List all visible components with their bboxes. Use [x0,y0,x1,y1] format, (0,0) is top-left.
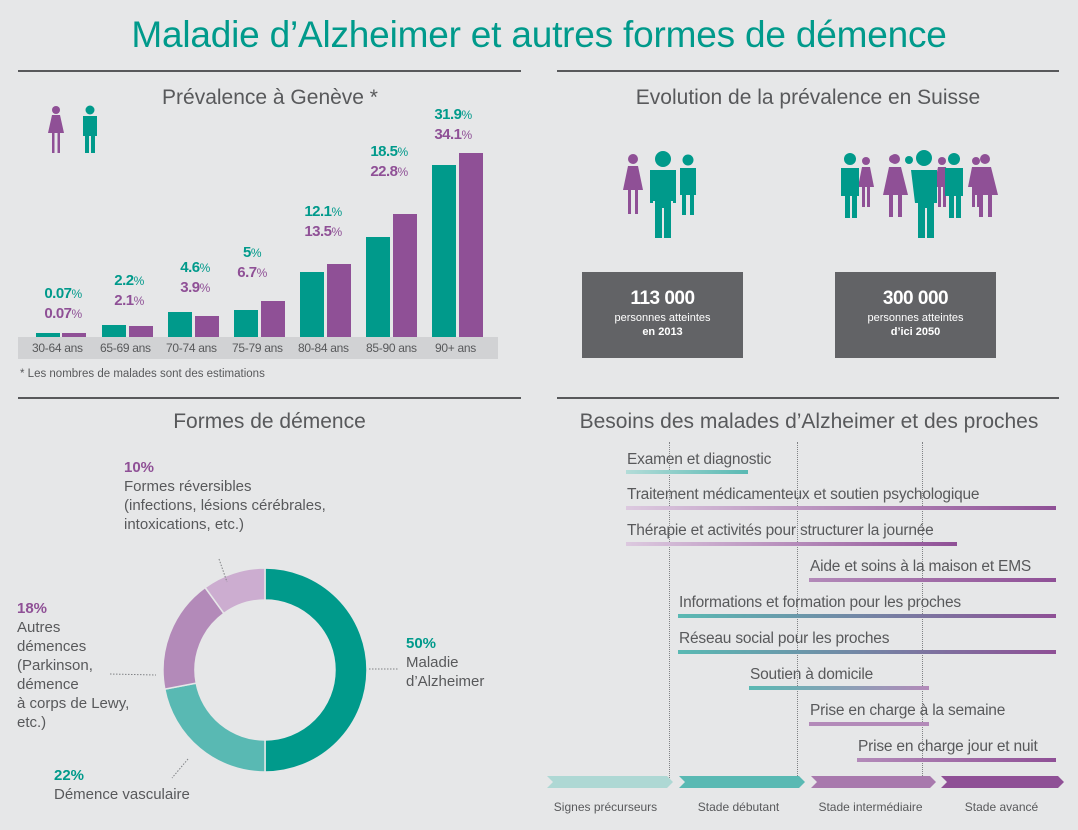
x-tick-label: 65-69 ans [100,341,151,355]
stage-label: Stade avancé [964,800,1039,814]
page-title: Maladie d’Alzheimer et autres formes de … [131,14,947,55]
stage-label: Stade intermédiaire [818,800,923,814]
stage-divider [669,442,670,782]
section-title-evolution-suisse: Evolution de la prévalence en Suisse [635,86,981,109]
divider [18,70,521,72]
need-bar [749,686,929,690]
man-icon [83,105,97,153]
need-bar [626,506,1056,510]
need-label: Réseau social pour les proches [679,630,890,647]
stat-number: 300 000 [882,288,949,309]
x-axis-band: 30-64 ans 65-69 ans 70-74 ans 75-79 ans … [18,337,498,359]
need-bar [626,470,748,474]
value-label-75-79: 5% 6.7% [237,244,267,281]
bar-women-30-64 [62,333,86,337]
section-title-besoins: Besoins des malades d’Alzheimer et des p… [579,410,1039,433]
need-label: Aide et soins à la maison et EMS [810,558,1032,575]
need-label: Prise en charge jour et nuit [858,738,1038,755]
bar-men-75-79 [234,310,258,337]
bar-men-90plus [432,165,456,337]
divider [557,70,1059,72]
slice-reversibles [204,567,266,615]
need-label: Traitement médicamenteux et soutien psyc… [627,486,980,503]
need-label: Prise en charge à la semaine [810,702,1006,719]
stage-divider [797,442,798,782]
donut-leader-lines [109,558,399,779]
need-label: Soutien à domicile [750,666,874,683]
label-formes-reversibles: 10% Formes réversibles (infections, lési… [124,459,326,533]
stat-desc: personnes atteintes [867,312,964,324]
x-tick-label: 70-74 ans [166,341,217,355]
label-alzheimer: 50% Maladie d’Alzheimer [406,635,485,690]
bar-men-85-90 [366,237,390,337]
chevron-signes-precurseurs [547,776,673,788]
need-bar [857,758,1056,762]
need-bar [626,542,957,546]
stat-year: en 2013 [642,326,683,338]
label-demence-vasculaire: 22% Démence vasculaire [54,767,190,803]
bar-men-30-64 [36,333,60,337]
footnote: * Les nombres de malades sont des estima… [20,368,265,380]
chevron-stade-avance [941,776,1064,788]
chevron-stade-intermediaire [811,776,936,788]
x-tick-label: 85-90 ans [366,341,417,355]
bar-women-80-84 [327,264,351,337]
bar-women-65-69 [129,326,153,337]
x-tick-label: 75-79 ans [232,341,283,355]
stat-box-2050: 300 000 personnes atteintes d’ici 2050 [835,272,996,358]
need-label: Examen et diagnostic [627,451,772,468]
value-label-90plus: 31.9% 34.1% [434,106,472,143]
stage-divider [922,442,923,782]
value-label-80-84: 12.1% 13.5% [304,203,342,240]
need-label: Thérapie et activités pour structurer la… [627,522,934,539]
bar-women-85-90 [393,214,417,337]
divider [557,397,1059,399]
x-tick-label: 80-84 ans [298,341,349,355]
dementia-donut-chart [162,567,368,773]
bar-women-70-74 [195,316,219,337]
bar-women-90plus [459,153,483,337]
section-title-formes-demence: Formes de démence [173,410,366,433]
need-bar [809,578,1056,582]
need-bar [678,650,1056,654]
people-group-2013-icon [623,151,696,238]
label-autres-demences: 18% Autres démences (Parkinson, démence … [17,600,130,731]
bar-men-65-69 [102,325,126,337]
value-label-85-90: 18.5% 22.8% [370,143,408,180]
stage-label: Stade débutant [697,800,780,814]
stat-box-2013: 113 000 personnes atteintes en 2013 [582,272,743,358]
need-label: Informations et formation pour les proch… [679,594,961,611]
bar-women-75-79 [261,301,285,337]
people-group-2050-icon [841,150,998,238]
stat-number: 113 000 [630,288,695,309]
stage-chevrons [547,776,1064,788]
stage-label: Signes précurseurs [553,800,658,814]
slice-alzheimer [264,567,368,773]
woman-icon [48,106,64,153]
x-tick-label: 90+ ans [435,341,476,355]
value-label-30-64: 0.07% 0.07% [44,285,82,322]
woman-man-legend-icon [48,105,97,153]
x-tick-label: 30-64 ans [32,341,83,355]
need-bar [678,614,1056,618]
bar-men-70-74 [168,312,192,337]
need-bar [809,722,929,726]
section-title-prevalence-geneve: Prévalence à Genève * [162,86,378,109]
divider [18,397,521,399]
stat-year: d’ici 2050 [890,326,941,338]
prevalence-bar-chart [18,150,498,337]
value-label-65-69: 2.2% 2.1% [114,272,144,309]
chevron-stade-debutant [679,776,805,788]
value-label-70-74: 4.6% 3.9% [180,259,210,296]
bar-men-80-84 [300,272,324,337]
stat-desc: personnes atteintes [614,312,711,324]
